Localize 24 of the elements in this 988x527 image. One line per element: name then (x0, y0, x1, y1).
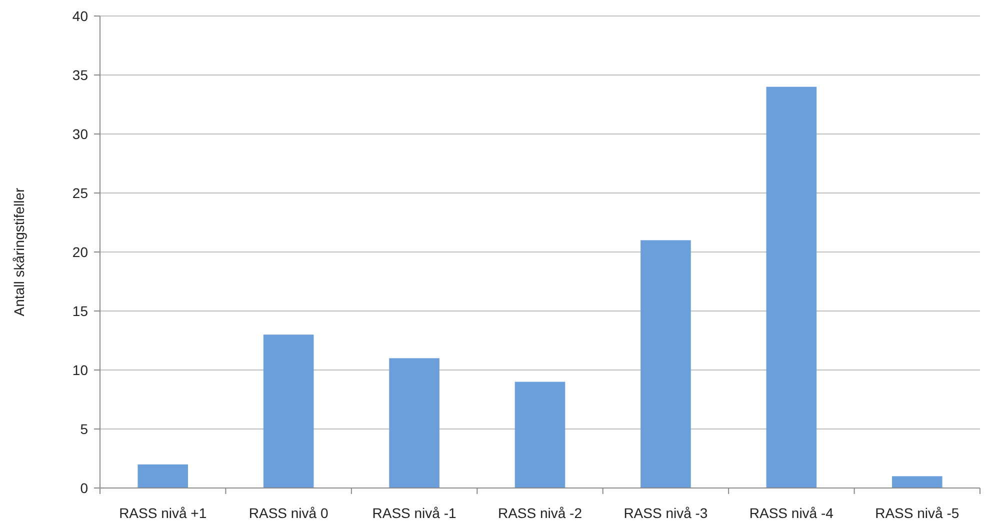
bar (514, 382, 566, 488)
bar (263, 334, 314, 488)
bar (892, 476, 942, 488)
bar (766, 86, 817, 488)
x-tick-label: RASS nivå -1 (372, 505, 457, 521)
bar (138, 464, 188, 488)
x-tick-label: RASS nivå -5 (875, 505, 960, 521)
bar (640, 240, 691, 488)
bar (389, 358, 440, 488)
y-tick-label: 35 (72, 66, 88, 83)
y-axis-title: Antall skåringstifeller (11, 187, 27, 316)
y-tick-label: 20 (72, 244, 88, 260)
x-tick-label: RASS nivå 0 (248, 505, 328, 521)
x-tick-label: RASS nivå -2 (498, 505, 582, 521)
y-tick-label: 0 (80, 480, 88, 496)
x-tick-label: RASS nivå -3 (624, 505, 708, 521)
y-tick-label: 25 (72, 184, 88, 201)
y-tick-label: 10 (72, 362, 88, 378)
y-tick-label: 30 (72, 126, 88, 142)
y-tick-label: 40 (72, 8, 88, 24)
x-tick-label: RASS nivå +1 (119, 505, 207, 521)
y-tick-label: 15 (72, 302, 88, 319)
y-tick-label: 5 (80, 420, 88, 437)
x-tick-label: RASS nivå -4 (749, 505, 834, 521)
